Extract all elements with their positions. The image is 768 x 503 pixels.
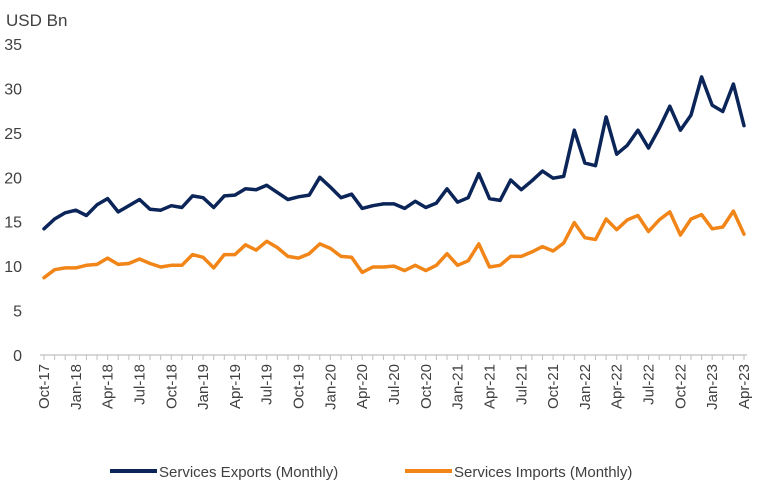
y-tick-label: 15 (4, 215, 22, 232)
x-tick-label: Oct-18 (163, 364, 180, 409)
legend: Services Exports (Monthly) Services Impo… (110, 464, 632, 481)
x-axis-ticks: Oct-17 Jan-18 Apr-18 Jul-18 Oct-18 Jan-19 Apr-… (36, 355, 753, 410)
series-line-exports (42, 75, 746, 231)
x-tick-label: Jan-23 (704, 364, 721, 410)
x-tick-label: Jan-20 (322, 364, 339, 410)
x-tick-label: Apr-19 (227, 364, 244, 409)
x-tick-label: Oct-21 (545, 364, 562, 409)
x-tick-label: Jan-19 (195, 364, 212, 410)
x-tick-label: Oct-22 (672, 364, 689, 409)
x-tick-label: Jan-21 (450, 364, 467, 410)
x-tick-label: Apr-21 (481, 364, 498, 409)
y-tick-label: 0 (13, 348, 22, 365)
x-tick-label: Apr-20 (354, 364, 371, 409)
x-tick-label: Oct-19 (291, 364, 308, 409)
x-tick-label: Jul-22 (641, 364, 658, 405)
y-tick-label: 25 (4, 126, 22, 143)
y-tick-label: 20 (4, 170, 22, 187)
x-tick-label: Apr-22 (609, 364, 626, 409)
y-tick-label: 5 (13, 304, 22, 321)
x-tick-label: Apr-23 (736, 364, 753, 409)
y-axis-label: USD Bn (6, 11, 67, 30)
x-tick-label: Jan-22 (577, 364, 594, 410)
y-tick-label: 30 (4, 81, 22, 98)
series-lines (42, 75, 746, 280)
x-tick-label: Jul-19 (259, 364, 276, 405)
x-tick-label: Jul-20 (386, 364, 403, 405)
legend-label-imports: Services Imports (Monthly) (454, 464, 632, 481)
series-line-imports (42, 209, 746, 280)
x-tick-label: Jan-18 (68, 364, 85, 410)
x-tick-label: Jul-18 (131, 364, 148, 405)
x-tick-label: Oct-17 (36, 364, 53, 409)
x-tick-label: Apr-18 (100, 364, 117, 409)
y-axis-ticks: 0 5 10 15 20 25 30 35 (4, 37, 22, 365)
y-tick-label: 10 (4, 259, 22, 276)
y-tick-label: 35 (4, 37, 22, 54)
x-tick-label: Oct-20 (418, 364, 435, 409)
x-tick-label: Jul-21 (513, 364, 530, 405)
legend-label-exports: Services Exports (Monthly) (159, 464, 338, 481)
